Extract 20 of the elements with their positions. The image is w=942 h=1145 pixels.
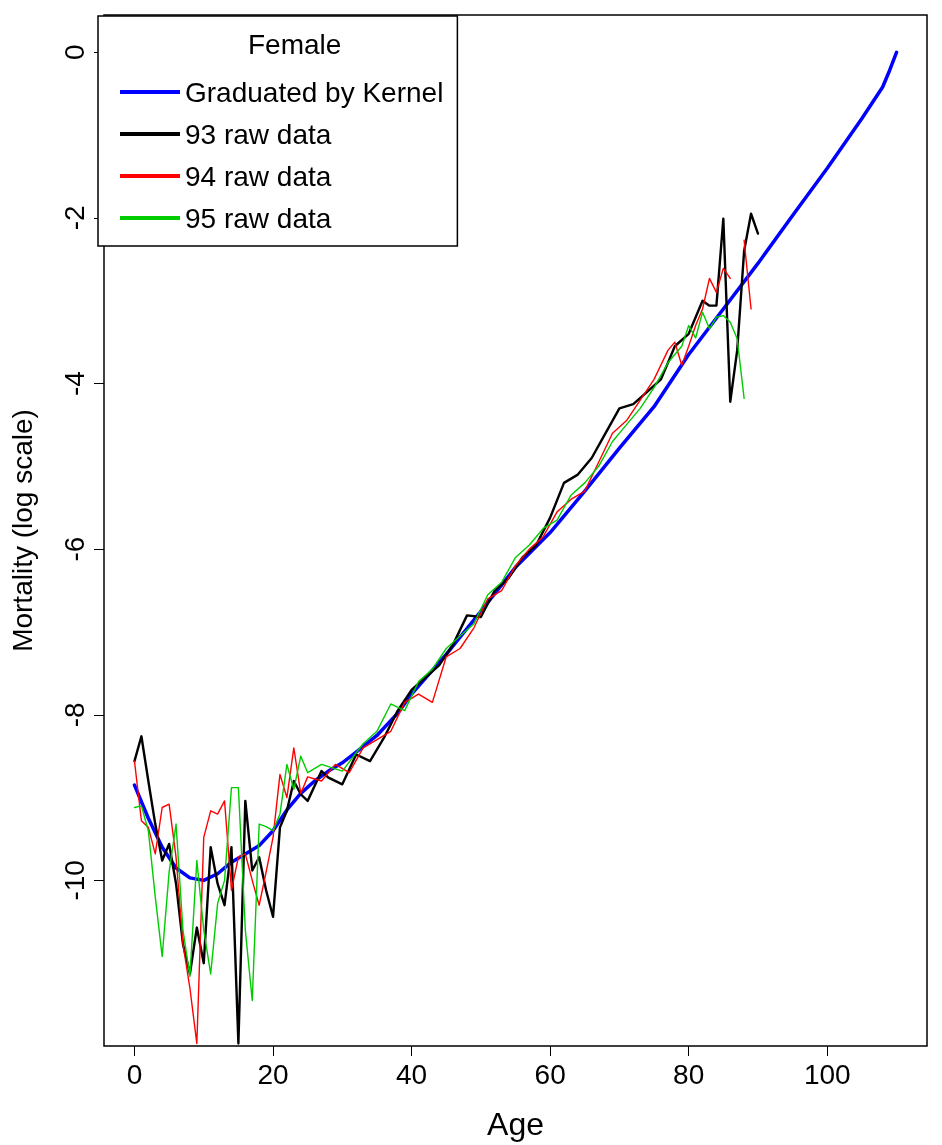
y-tick-label: -10	[58, 860, 90, 901]
legend-title: Female	[248, 28, 342, 60]
x-tick-label: 20	[257, 1058, 289, 1090]
line-series	[133, 311, 745, 1002]
x-tick-label: 80	[673, 1058, 705, 1090]
y-axis-title: Mortality (log scale)	[6, 409, 38, 652]
y-tick-label: -8	[58, 702, 90, 728]
y-tick-label: -4	[58, 371, 90, 396]
x-tick-label: 100	[803, 1058, 851, 1090]
x-tick-label: 60	[534, 1058, 566, 1090]
legend-label: 93 raw data	[185, 118, 332, 150]
y-tick-label: -2	[58, 205, 90, 231]
y-tick-label: -6	[58, 536, 90, 562]
x-axis-title: Age	[487, 1106, 544, 1142]
legend-label: 94 raw data	[185, 160, 332, 192]
x-tick-label: 40	[396, 1058, 428, 1090]
x-tick-label: 0	[126, 1058, 143, 1090]
legend-label: 95 raw data	[185, 202, 332, 234]
legend-label: Graduated by Kernel	[185, 76, 444, 108]
y-tick-label: 0	[58, 44, 90, 61]
